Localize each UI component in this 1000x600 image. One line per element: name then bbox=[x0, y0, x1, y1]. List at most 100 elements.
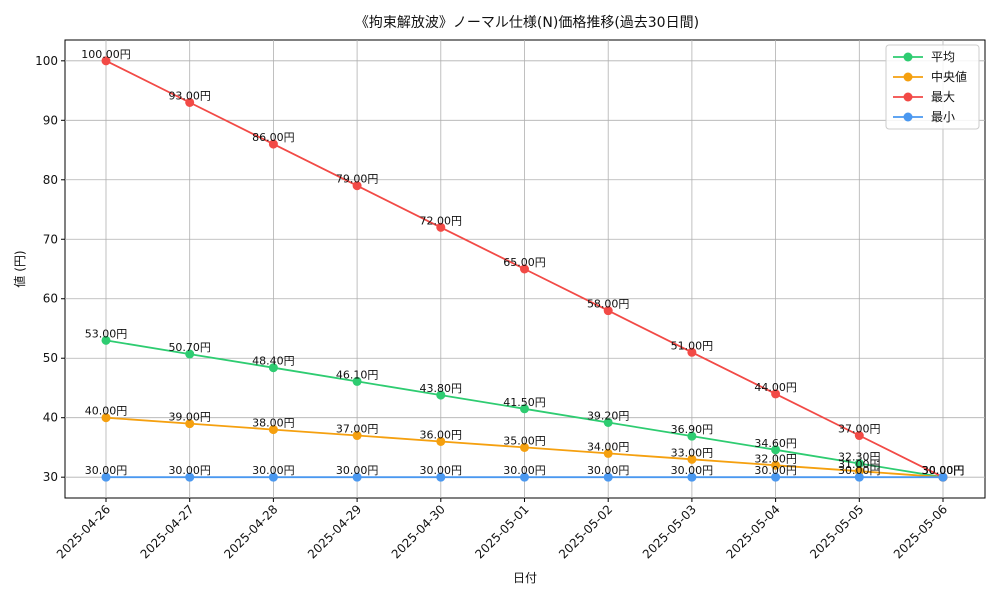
data-point bbox=[352, 376, 362, 386]
data-label: 32.00円 bbox=[754, 452, 797, 465]
data-labels-layer: 53.00円 50.70円 48.40円 46.10円 43.80円 41.50円 39.2… bbox=[81, 48, 964, 477]
data-label: 30.00円 bbox=[671, 464, 714, 477]
data-label: 30.00円 bbox=[838, 464, 881, 477]
chart-title: 《拘束解放波》ノーマル仕様(N)価格推移(過去30日間) bbox=[355, 15, 699, 31]
data-label: 46.10円 bbox=[336, 368, 379, 381]
data-point bbox=[771, 389, 781, 399]
data-point bbox=[854, 472, 864, 482]
data-label: 34.60円 bbox=[754, 437, 797, 450]
data-label: 31.00円 bbox=[838, 458, 881, 471]
data-label: 93.00円 bbox=[168, 89, 211, 102]
data-label: 53.00円 bbox=[85, 327, 128, 340]
y-axis-ticks: 30 40 50 60 70 80 90 100 bbox=[35, 54, 65, 484]
legend-label: 最小 bbox=[931, 110, 955, 124]
data-point bbox=[771, 472, 781, 482]
legend-label: 最大 bbox=[931, 90, 955, 104]
data-point bbox=[185, 97, 195, 107]
data-label: 86.00円 bbox=[252, 131, 295, 144]
data-label: 44.00円 bbox=[754, 381, 797, 394]
data-point bbox=[687, 347, 697, 357]
data-point bbox=[938, 472, 948, 482]
data-point bbox=[854, 459, 864, 469]
data-label: 39.20円 bbox=[587, 409, 630, 422]
data-point bbox=[268, 472, 278, 482]
x-tick-label: 2025-05-06 bbox=[891, 502, 950, 561]
data-label: 30.00円 bbox=[587, 464, 630, 477]
data-label: 30.00円 bbox=[336, 464, 379, 477]
x-tick-label: 2025-04-29 bbox=[305, 502, 364, 561]
data-point bbox=[436, 222, 446, 232]
x-tick-label: 2025-05-01 bbox=[472, 502, 531, 561]
data-label: 36.00円 bbox=[420, 428, 463, 441]
data-label: 30.00円 bbox=[754, 464, 797, 477]
x-tick-label: 2025-04-26 bbox=[54, 502, 113, 561]
legend-marker bbox=[903, 92, 913, 102]
legend-marker bbox=[903, 52, 913, 62]
data-point bbox=[687, 472, 697, 482]
data-label: 30.00円 bbox=[168, 464, 211, 477]
y-tick-label: 50 bbox=[43, 351, 58, 365]
data-point bbox=[101, 56, 111, 66]
legend-marker bbox=[903, 112, 913, 122]
data-point bbox=[185, 349, 195, 359]
data-point bbox=[101, 335, 111, 345]
x-tick-label: 2025-05-02 bbox=[556, 502, 615, 561]
data-point bbox=[268, 363, 278, 373]
y-tick-label: 60 bbox=[43, 292, 58, 306]
data-point bbox=[436, 472, 446, 482]
y-tick-label: 70 bbox=[43, 232, 58, 246]
data-label: 39.00円 bbox=[168, 411, 211, 424]
data-label: 58.00円 bbox=[587, 298, 630, 311]
data-point bbox=[603, 306, 613, 316]
data-label: 30.00円 bbox=[420, 464, 463, 477]
data-point bbox=[603, 448, 613, 458]
data-label: 35.00円 bbox=[503, 434, 546, 447]
data-point bbox=[520, 404, 529, 414]
data-label: 33.00円 bbox=[671, 446, 714, 459]
x-axis-ticks: 2025-04-26 2025-04-27 2025-04-28 2025-04-29… bbox=[54, 498, 950, 561]
data-point bbox=[352, 431, 362, 441]
data-label: 51.00円 bbox=[671, 339, 714, 352]
data-point bbox=[436, 436, 446, 446]
x-tick-label: 2025-05-04 bbox=[724, 502, 783, 561]
y-tick-label: 100 bbox=[35, 54, 58, 68]
data-point bbox=[352, 472, 362, 482]
data-point bbox=[185, 472, 195, 482]
data-label: 30.00円 bbox=[503, 464, 546, 477]
x-tick-label: 2025-04-30 bbox=[389, 502, 448, 561]
data-label: 32.30円 bbox=[838, 451, 881, 464]
y-axis-label: 値 (円) bbox=[12, 250, 27, 287]
data-point bbox=[687, 454, 697, 464]
data-label: 72.00円 bbox=[420, 214, 463, 227]
data-label: 36.90円 bbox=[671, 423, 714, 436]
y-tick-label: 30 bbox=[43, 470, 58, 484]
data-point bbox=[268, 139, 278, 149]
data-label: 65.00円 bbox=[503, 256, 546, 269]
data-point bbox=[603, 472, 613, 482]
x-tick-label: 2025-04-28 bbox=[221, 502, 280, 561]
y-tick-label: 80 bbox=[43, 173, 58, 187]
data-point bbox=[603, 417, 613, 427]
data-label: 30.00円 bbox=[85, 464, 128, 477]
data-label: 37.00円 bbox=[336, 423, 379, 436]
data-label: 34.00円 bbox=[587, 440, 630, 453]
data-point bbox=[520, 442, 529, 452]
data-label: 48.40円 bbox=[252, 355, 295, 368]
data-point bbox=[520, 264, 529, 274]
data-label: 30.00円 bbox=[922, 464, 965, 477]
x-tick-label: 2025-05-05 bbox=[807, 502, 866, 561]
data-label: 30.00円 bbox=[922, 464, 965, 477]
data-label: 79.00円 bbox=[336, 173, 379, 186]
series-layer bbox=[101, 56, 948, 482]
legend-marker bbox=[903, 72, 913, 82]
data-label: 30.00円 bbox=[922, 464, 965, 477]
x-tick-label: 2025-05-03 bbox=[640, 502, 699, 561]
data-point bbox=[687, 431, 697, 441]
data-point bbox=[101, 472, 111, 482]
data-point bbox=[520, 472, 529, 482]
data-point bbox=[771, 445, 781, 455]
data-point bbox=[436, 390, 446, 400]
data-label: 40.00円 bbox=[85, 405, 128, 418]
